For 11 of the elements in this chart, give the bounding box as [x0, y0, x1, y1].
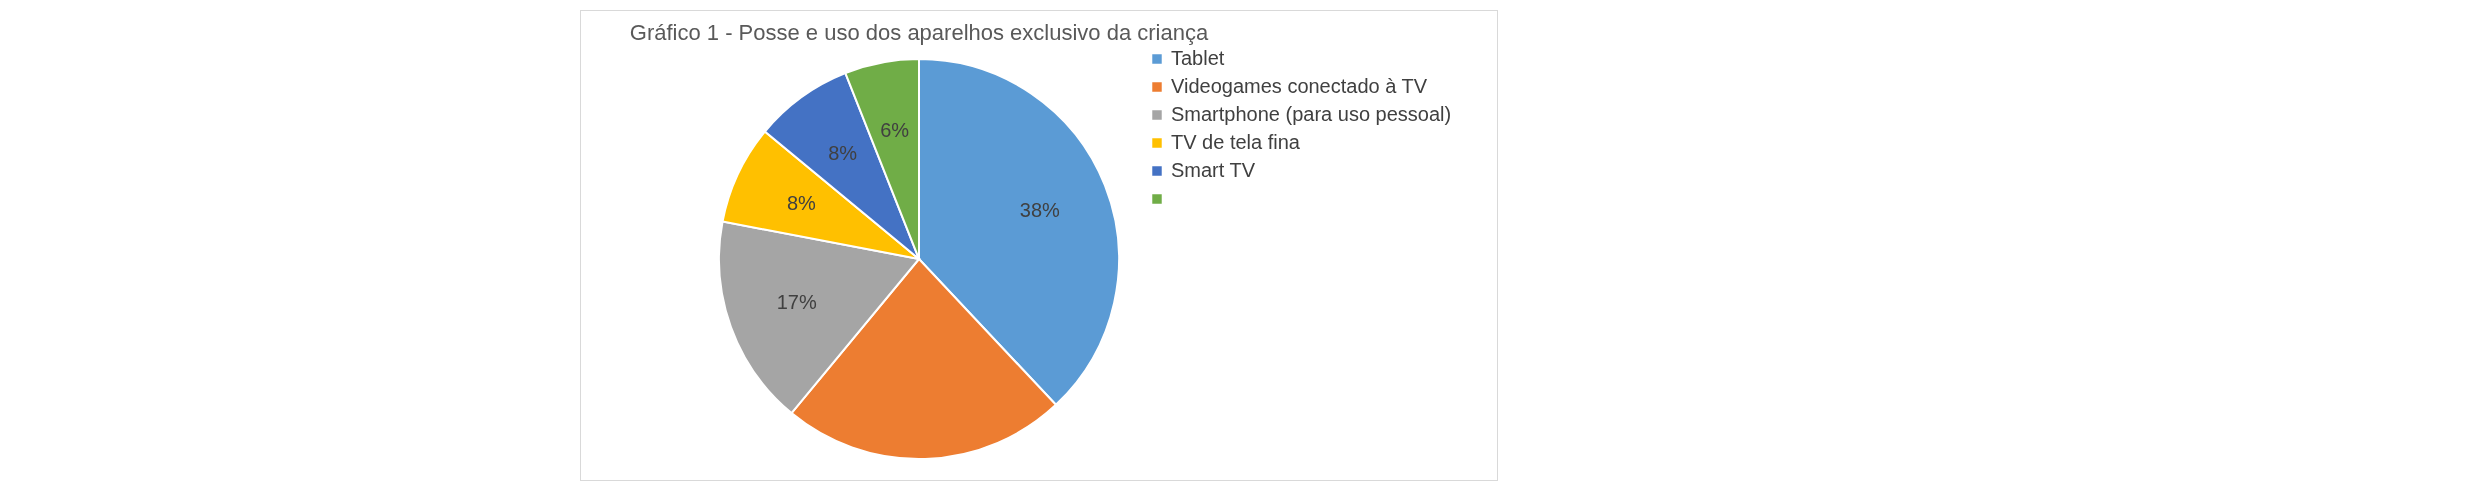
legend-label: Smart TV [1171, 159, 1256, 181]
data-label: 6% [880, 119, 910, 142]
legend-label: TV de tela fina [1171, 131, 1301, 153]
legend-label: Tablet [1171, 47, 1225, 69]
legend-label: Smartphone (para uso pessoal) [1171, 103, 1452, 125]
data-label: 8% [786, 191, 817, 214]
data-label: 17% [776, 291, 817, 314]
chart-title: Gráfico 1 - Posse e uso dos aparelhos exclusivo da criança [629, 20, 1209, 45]
legend-label: Videogames conectado à TV [1171, 75, 1428, 97]
data-label: 8% [828, 141, 858, 164]
data-label: 38% [1019, 199, 1061, 222]
